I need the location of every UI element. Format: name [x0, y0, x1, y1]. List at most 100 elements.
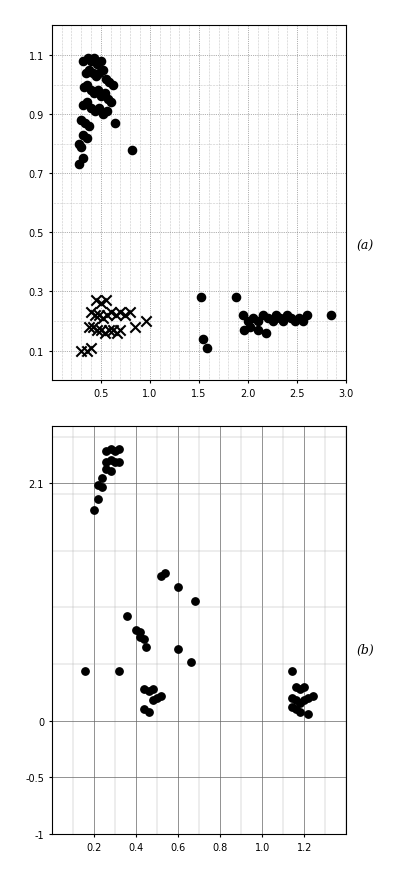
Point — [82, 664, 89, 678]
Text: (b): (b) — [356, 644, 374, 656]
Point — [112, 309, 119, 323]
Point — [88, 54, 94, 68]
Point — [100, 108, 106, 122]
Point — [250, 312, 256, 326]
Point — [247, 320, 253, 335]
Point — [116, 664, 122, 678]
Point — [259, 309, 266, 323]
Point — [145, 705, 152, 719]
Point — [289, 664, 295, 678]
Point — [91, 503, 97, 517]
Point — [113, 327, 120, 341]
Point — [305, 707, 312, 721]
Point — [76, 138, 82, 152]
Point — [92, 309, 98, 323]
Point — [297, 705, 303, 719]
Point — [94, 58, 100, 72]
Point — [304, 309, 310, 323]
Point — [82, 117, 88, 131]
Point — [98, 90, 104, 104]
Point — [103, 463, 109, 477]
Point — [297, 695, 303, 709]
Point — [103, 105, 110, 119]
Point — [101, 327, 108, 341]
Point — [103, 73, 109, 87]
Point — [88, 84, 94, 98]
Point — [233, 291, 240, 305]
Point — [81, 82, 87, 96]
Point — [93, 294, 99, 308]
Point — [107, 443, 114, 457]
Point — [80, 152, 86, 166]
Point — [124, 609, 131, 623]
Point — [241, 323, 247, 337]
Point — [284, 309, 291, 323]
Point — [116, 456, 122, 470]
Point — [88, 102, 94, 116]
Point — [296, 312, 302, 326]
Point — [107, 464, 114, 479]
Point — [78, 114, 84, 128]
Point — [107, 453, 114, 467]
Point — [289, 701, 295, 715]
Point — [143, 314, 149, 328]
Point — [137, 630, 143, 644]
Point — [98, 297, 104, 311]
Point — [133, 623, 139, 637]
Point — [204, 342, 210, 356]
Point — [300, 314, 306, 328]
Point — [105, 93, 111, 107]
Point — [88, 342, 94, 356]
Point — [293, 680, 299, 694]
Point — [78, 344, 84, 358]
Point — [269, 314, 276, 328]
Point — [158, 689, 164, 703]
Point — [90, 320, 96, 335]
Point — [96, 102, 102, 116]
Point — [198, 291, 204, 305]
Point — [191, 594, 198, 608]
Point — [255, 323, 261, 337]
Point — [84, 344, 90, 358]
Point — [200, 333, 206, 347]
Point — [100, 312, 106, 326]
Point — [240, 309, 246, 323]
Point — [141, 702, 148, 716]
Point — [92, 105, 98, 119]
Point — [143, 640, 150, 654]
Point — [109, 323, 116, 337]
Point — [255, 314, 261, 328]
Point — [95, 84, 101, 98]
Point — [80, 99, 86, 113]
Point — [175, 643, 181, 657]
Point — [98, 54, 104, 68]
Point — [94, 323, 100, 337]
Point — [96, 309, 102, 323]
Point — [99, 471, 105, 486]
Point — [122, 309, 129, 323]
Point — [288, 312, 295, 326]
Point — [109, 78, 116, 92]
Point — [78, 140, 84, 155]
Point — [80, 54, 86, 68]
Point — [112, 456, 118, 470]
Point — [245, 314, 251, 328]
Point — [80, 128, 86, 142]
Point — [112, 444, 118, 458]
Point — [103, 294, 109, 308]
Point — [101, 87, 108, 101]
Point — [84, 78, 90, 92]
Point — [100, 63, 106, 77]
Point — [289, 691, 295, 705]
Point — [175, 580, 181, 594]
Point — [117, 306, 124, 320]
Point — [127, 306, 133, 320]
Point — [158, 569, 164, 583]
Point — [137, 625, 143, 639]
Point — [293, 702, 299, 716]
Point — [91, 52, 97, 66]
Point — [141, 632, 148, 646]
Point — [309, 689, 316, 703]
Point — [95, 479, 101, 493]
Point — [297, 682, 303, 696]
